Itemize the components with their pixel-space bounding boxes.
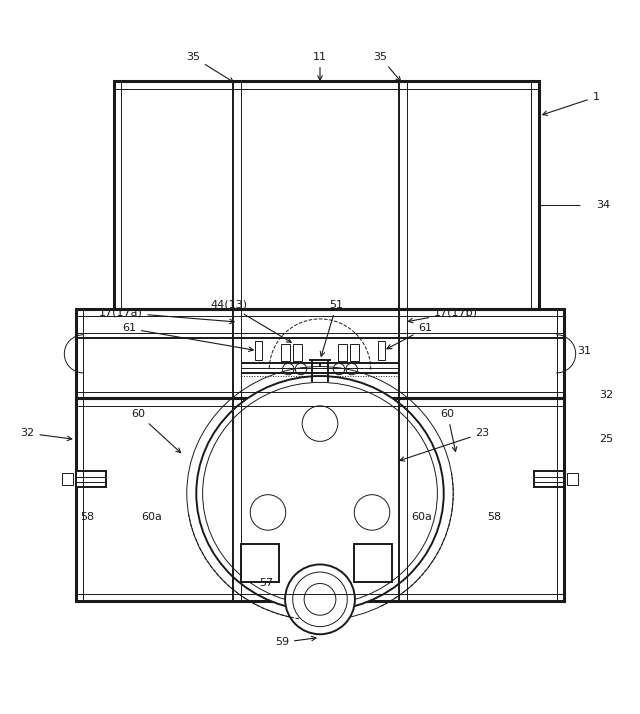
Circle shape [285,565,355,634]
Bar [76,398,564,601]
Text: 60: 60 [440,409,457,451]
Bar [281,343,289,361]
Bar [338,343,347,361]
Text: 59: 59 [275,636,316,648]
Bar [354,544,392,582]
Text: 61: 61 [122,323,253,351]
Circle shape [346,363,357,375]
Circle shape [302,406,338,441]
Text: 58: 58 [80,513,94,523]
Text: 17(17a): 17(17a) [99,308,234,323]
Bar [567,473,578,485]
Text: 31: 31 [577,346,591,356]
Text: 32: 32 [20,428,72,441]
Text: 35: 35 [186,52,234,82]
Text: 60: 60 [132,409,180,453]
Bar [293,343,302,361]
Bar [351,343,359,361]
Bar [76,309,564,398]
Circle shape [355,495,390,531]
Circle shape [333,363,345,375]
Text: 17(17b): 17(17b) [408,308,478,323]
Text: 60a: 60a [411,513,432,523]
Bar [378,341,385,360]
Ellipse shape [196,376,444,610]
Text: 32: 32 [599,390,613,400]
Text: 61: 61 [387,323,433,348]
Bar [114,81,539,309]
Text: 1: 1 [543,92,600,116]
Text: 57: 57 [259,578,273,588]
Bar [255,341,262,360]
Text: 34: 34 [596,200,610,210]
Text: 11: 11 [313,52,327,80]
Bar [241,544,279,582]
Text: 60a: 60a [141,513,163,523]
Circle shape [250,495,285,531]
Circle shape [304,583,336,615]
Text: 44(13): 44(13) [210,300,291,342]
Circle shape [295,363,307,375]
Text: 35: 35 [373,52,401,81]
Bar [76,471,106,487]
Bar [62,473,73,485]
Text: 25: 25 [599,435,613,445]
Text: 51: 51 [320,300,344,356]
Circle shape [292,572,348,627]
Text: 23: 23 [400,428,490,461]
Circle shape [283,363,294,375]
Text: 58: 58 [488,513,502,523]
Bar [534,471,564,487]
